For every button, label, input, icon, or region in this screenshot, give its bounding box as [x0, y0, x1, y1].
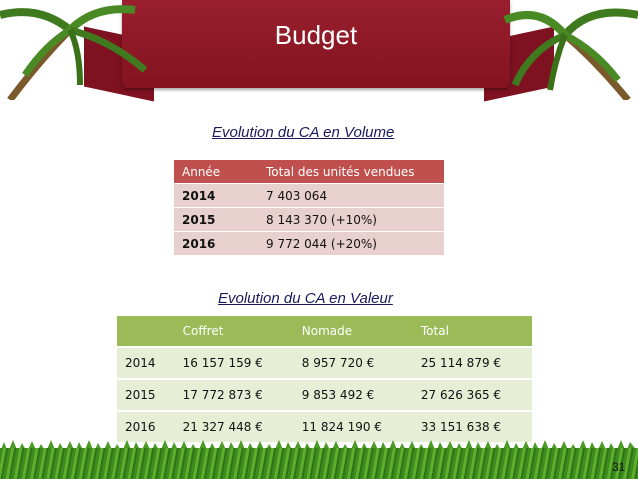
table-cell: 33 151 638 €	[412, 411, 532, 444]
table-cell: 2014	[117, 347, 175, 380]
table-cell: 11 824 190 €	[293, 411, 413, 444]
banner-body	[122, 0, 510, 88]
table-row: 2014 16 157 159 € 8 957 720 € 25 114 879…	[117, 347, 532, 380]
table-cell: 27 626 365 €	[412, 379, 532, 412]
palm-tree-left-icon	[0, 5, 148, 100]
table-row: 2016 9 772 044 (+20%)	[174, 231, 444, 256]
table-cell: 17 772 873 €	[174, 379, 294, 412]
table-row: 2014 7 403 064	[174, 183, 444, 208]
column-header: Total des unités vendues	[258, 160, 444, 184]
table-cell: 25 114 879 €	[412, 347, 532, 380]
table-cell: 8 143 370 (+10%)	[258, 207, 444, 232]
palm-tree-right-icon	[503, 8, 638, 100]
table-cell: 2015	[174, 207, 258, 232]
table-cell: 2016	[174, 231, 258, 256]
page-number: 31	[612, 460, 626, 474]
table-row: 2015 17 772 873 € 9 853 492 € 27 626 365…	[117, 379, 532, 412]
column-header: Nomade	[293, 316, 413, 348]
table-header-row: Coffret Nomade Total	[117, 316, 532, 348]
table-cell: 16 157 159 €	[174, 347, 294, 380]
page-title: Budget	[274, 20, 358, 50]
table-cell: 9 772 044 (+20%)	[258, 231, 444, 256]
table-header-row: Année Total des unités vendues	[174, 160, 444, 184]
table-cell: 2014	[174, 183, 258, 208]
table-row: 2015 8 143 370 (+10%)	[174, 207, 444, 232]
grass-decoration	[0, 448, 638, 479]
volume-table: Année Total des unités vendues 2014 7 40…	[174, 160, 444, 256]
table-cell: 2015	[117, 379, 175, 412]
volume-subtitle: Evolution du CA en Volume	[212, 124, 395, 141]
column-header	[117, 316, 175, 348]
valeur-table: Coffret Nomade Total 2014 16 157 159 € 8…	[117, 316, 532, 444]
valeur-subtitle: Evolution du CA en Valeur	[218, 290, 393, 307]
column-header: Total	[412, 316, 532, 348]
table-cell: 21 327 448 €	[174, 411, 294, 444]
table-row: 2016 21 327 448 € 11 824 190 € 33 151 63…	[117, 411, 532, 444]
header-banner: Budget	[0, 0, 638, 110]
table-cell: 2016	[117, 411, 175, 444]
table-cell: 8 957 720 €	[293, 347, 413, 380]
table-cell: 9 853 492 €	[293, 379, 413, 412]
column-header: Coffret	[174, 316, 294, 348]
column-header: Année	[174, 160, 258, 184]
table-cell: 7 403 064	[258, 183, 444, 208]
